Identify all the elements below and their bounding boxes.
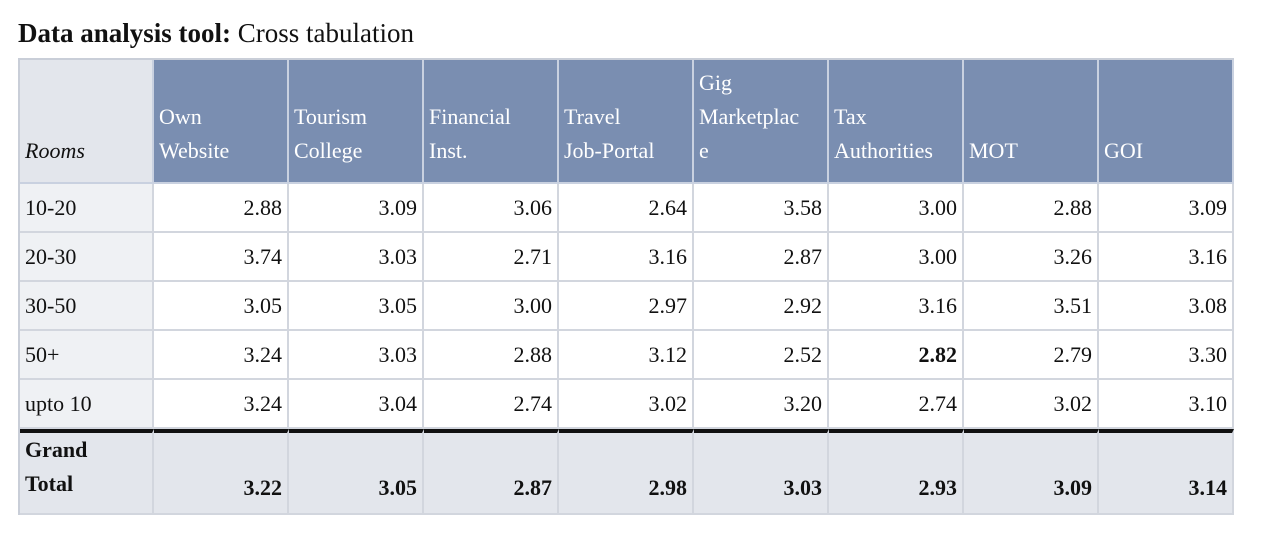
grand-total-cell: 3.05 [289,429,424,515]
table-cell: 3.09 [1099,184,1234,233]
table-cell: 3.16 [559,233,694,282]
grand-total-cell: 2.87 [424,429,559,515]
table-cell: 3.26 [964,233,1099,282]
table-cell: 2.79 [964,331,1099,380]
column-header: GOI [1099,60,1234,184]
grand-total-cell: 2.98 [559,429,694,515]
column-header-line: Tourism [294,104,368,129]
table-cell: 3.02 [559,380,694,429]
table-cell: 2.64 [559,184,694,233]
table-row: upto 10 3.24 3.04 2.74 3.02 3.20 2.74 3.02 3.10 [20,380,1234,429]
cross-tab-table: Rooms Own Website Tourism College Financial I… [18,58,1234,515]
column-header: Own Website [154,60,289,184]
table-row: 50+ 3.24 3.03 2.88 3.12 2.52 2.82 2.79 3.30 [20,331,1234,380]
column-header: Travel Job-Portal [559,60,694,184]
column-header-line: Inst. [429,138,468,163]
column-header-line: MOT [969,138,1018,163]
table-cell: 3.08 [1099,282,1234,331]
table-cell: 2.92 [694,282,829,331]
column-header: MOT [964,60,1099,184]
column-header-line: Tax [834,104,867,129]
table-body: 10-20 2.88 3.09 3.06 2.64 3.58 3.00 2.88 3.09 20-… [20,184,1234,515]
table-cell: 3.00 [424,282,559,331]
table-cell: 2.97 [559,282,694,331]
table-row: 20-30 3.74 3.03 2.71 3.16 2.87 3.00 3.26 3.16 [20,233,1234,282]
page-title: Data analysis tool: Cross tabulation [18,16,1234,50]
table-cell: 2.74 [424,380,559,429]
table-cell: 3.05 [154,282,289,331]
table-cell: 3.16 [1099,233,1234,282]
column-header: Tourism College [289,60,424,184]
document: Data analysis tool: Cross tabulation Roo… [18,16,1234,515]
table-cell: 2.74 [829,380,964,429]
table-cell: 3.05 [289,282,424,331]
table-cell: 3.09 [289,184,424,233]
table-cell: 3.04 [289,380,424,429]
row-label: upto 10 [20,380,154,429]
grand-total-cell: 3.14 [1099,429,1234,515]
table-cell: 3.06 [424,184,559,233]
table-row: 30-50 3.05 3.05 3.00 2.97 2.92 3.16 3.51 3.08 [20,282,1234,331]
grand-total-label: Grand Total [20,429,154,515]
column-header-line: Job-Portal [564,138,655,163]
column-header-line: GOI [1104,138,1144,163]
title-rest: Cross tabulation [231,18,415,48]
column-header-line: Travel [564,104,621,129]
table-cell: 2.87 [694,233,829,282]
table-cell: 2.71 [424,233,559,282]
column-header-line: College [294,138,363,163]
column-header-line: Marketplac [699,104,800,129]
row-label: 20-30 [20,233,154,282]
table-cell: 3.12 [559,331,694,380]
table-cell: 2.88 [964,184,1099,233]
table-cell: 3.74 [154,233,289,282]
grand-total-cell: 3.22 [154,429,289,515]
grand-total-label-line: Total [25,471,74,496]
row-label: 50+ [20,331,154,380]
grand-total-cell: 2.93 [829,429,964,515]
column-header-line: e [699,138,709,163]
table-cell: 3.20 [694,380,829,429]
table-cell: 2.82 [829,331,964,380]
table-cell: 2.88 [154,184,289,233]
table-cell: 3.02 [964,380,1099,429]
column-header: Tax Authorities [829,60,964,184]
header-row: Rooms Own Website Tourism College Financial I… [20,60,1234,184]
title-bold: Data analysis tool: [18,18,232,48]
table-cell: 3.03 [289,331,424,380]
table-cell: 3.00 [829,233,964,282]
table-cell: 3.51 [964,282,1099,331]
table-cell: 3.00 [829,184,964,233]
table-cell: 3.24 [154,331,289,380]
table-cell: 3.10 [1099,380,1234,429]
header-corner: Rooms [20,60,154,184]
table-cell: 3.30 [1099,331,1234,380]
table-cell: 3.16 [829,282,964,331]
column-header-line: Financial [429,104,511,129]
table-cell: 2.52 [694,331,829,380]
column-header-line: Gig [699,70,732,95]
grand-total-label-line: Grand [25,437,88,462]
column-header: Gig Marketplac e [694,60,829,184]
grand-total-cell: 3.09 [964,429,1099,515]
row-label: 30-50 [20,282,154,331]
table-cell: 3.24 [154,380,289,429]
grand-total-cell: 3.03 [694,429,829,515]
grand-total-row: Grand Total 3.22 3.05 2.87 2.98 3.03 2.93 3.09 3.… [20,429,1234,515]
column-header: Financial Inst. [424,60,559,184]
table-cell: 3.58 [694,184,829,233]
column-header-line: Website [159,138,230,163]
table-cell: 2.88 [424,331,559,380]
column-header-line: Own [159,104,202,129]
table-cell: 3.03 [289,233,424,282]
column-header-line: Authorities [834,138,933,163]
table-row: 10-20 2.88 3.09 3.06 2.64 3.58 3.00 2.88 3.09 [20,184,1234,233]
row-label: 10-20 [20,184,154,233]
